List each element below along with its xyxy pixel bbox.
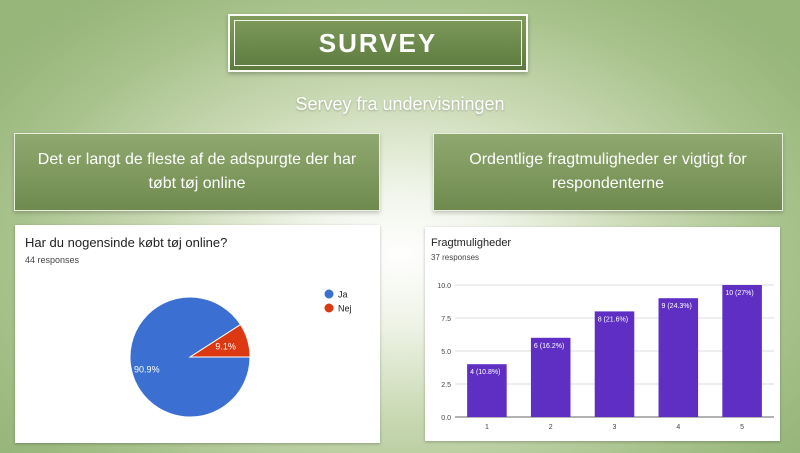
bar-4 <box>658 298 699 417</box>
title-box: SURVEY <box>228 14 528 72</box>
bar-1 <box>467 364 507 417</box>
bar-chart-card: Fragtmuligheder 37 responses 0.0 2.5 5.0 7.… <box>425 227 780 441</box>
x-tick-label: 1 <box>485 424 489 431</box>
bar-5 <box>722 285 762 417</box>
bar-data-label: 8 (21.6%) <box>598 316 628 323</box>
y-tick-label: 5.0 <box>441 349 451 356</box>
legend-swatch-ja <box>324 289 334 299</box>
bar-chart-responses: 37 responses <box>431 253 480 262</box>
bar-chart: 0.0 2.5 5.0 7.5 10.0 4 (10.8%) 1 6 (16.2%) 2 8 (2… <box>437 283 774 431</box>
pie-chart-responses: 44 responses <box>25 255 80 265</box>
legend-swatch-nej <box>324 303 334 313</box>
bar-data-label: 4 (10.8%) <box>470 369 500 376</box>
y-tick-label: 0.0 <box>441 415 451 422</box>
x-tick-label: 4 <box>676 424 680 431</box>
x-tick-label: 5 <box>740 424 744 431</box>
y-tick-label: 7.5 <box>441 316 451 323</box>
bar-3 <box>594 311 635 417</box>
bar-data-label: 10 (27%) <box>725 290 753 297</box>
bar-chart-title: Fragtmuligheder <box>431 237 512 249</box>
legend-label-nej: Nej <box>338 304 352 314</box>
x-tick-label: 2 <box>549 424 553 431</box>
banner-right: Ordentlige fragtmuligheder er vigtigt fo… <box>433 133 783 211</box>
pie-label-ja: 90.9% <box>134 365 160 375</box>
pie-chart-card: Har du nogensinde købt tøj online? 44 re… <box>15 225 380 443</box>
bar-data-label: 9 (24.3%) <box>662 303 692 310</box>
legend-label-ja: Ja <box>338 290 348 300</box>
pie-label-nej: 9.1% <box>215 342 236 352</box>
y-tick-label: 2.5 <box>441 382 451 389</box>
pie-chart: 9.1% 90.9% Ja Nej <box>129 289 352 418</box>
subtitle: Servey fra undervisningen <box>295 94 505 114</box>
x-tick-label: 3 <box>613 424 617 431</box>
page-title: SURVEY <box>234 20 522 66</box>
bar-data-label: 6 (16.2%) <box>534 343 564 350</box>
bar-2 <box>530 337 571 417</box>
y-tick-label: 10.0 <box>437 283 451 290</box>
banner-left: Det er langt de fleste af de adspurgte d… <box>14 133 380 211</box>
pie-chart-title: Har du nogensinde købt tøj online? <box>25 235 228 250</box>
pie-slice-ja <box>129 296 251 418</box>
